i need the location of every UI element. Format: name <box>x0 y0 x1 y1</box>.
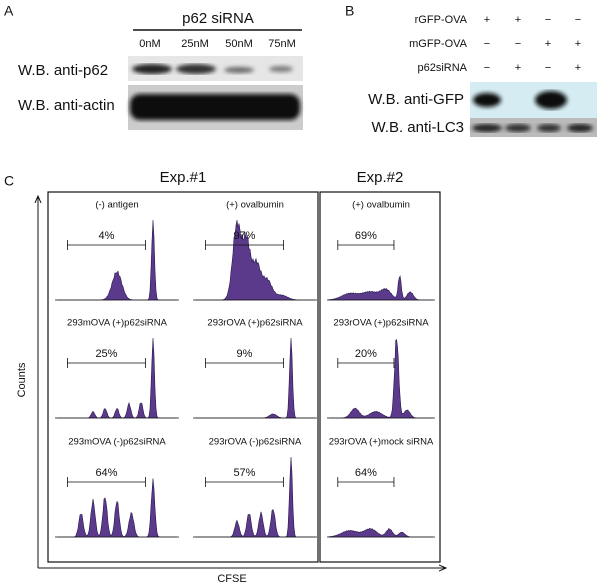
gate-label: 97% <box>233 230 255 242</box>
histogram <box>57 478 177 538</box>
condition-sign: − <box>484 38 490 50</box>
histogram <box>328 527 433 538</box>
condition-sign: − <box>575 14 581 26</box>
gate <box>337 358 395 368</box>
histogram <box>328 275 433 301</box>
lane-label: 25nM <box>181 38 209 50</box>
condition-sign: + <box>545 38 551 50</box>
condition-sign: + <box>575 38 581 50</box>
gate-label: 25% <box>95 348 117 360</box>
bands <box>132 64 293 74</box>
histogram <box>329 338 433 419</box>
experiment-title: Exp.#1 <box>160 169 207 186</box>
gate <box>67 240 146 250</box>
gate-label: 20% <box>355 348 377 360</box>
gate <box>67 358 146 368</box>
histogram-title: 293rOVA (+)mock siRNA <box>329 437 434 448</box>
panel-label: A <box>4 3 14 19</box>
histogram-title: (-) antigen <box>95 200 138 211</box>
histogram-title: 293mOVA (-)p62siRNA <box>68 437 166 448</box>
condition-sign: − <box>515 38 521 50</box>
gate-label: 69% <box>355 230 377 242</box>
gate-label: 9% <box>237 348 253 360</box>
bands <box>473 91 567 109</box>
condition-label: rGFP-OVA <box>415 14 468 26</box>
lane-label: 50nM <box>225 38 253 50</box>
condition-sign: + <box>484 14 490 26</box>
histogram-title: 293mOVA (+)p62siRNA <box>67 318 168 329</box>
blot-header: p62 siRNA <box>182 10 254 27</box>
gate <box>205 477 284 487</box>
condition-label: mGFP-OVA <box>409 38 468 50</box>
histogram-title: 293rOVA (+)p62siRNA <box>333 318 429 329</box>
y-axis-label: Counts <box>16 362 28 397</box>
condition-sign: + <box>515 62 521 74</box>
histogram <box>195 337 315 419</box>
bands <box>472 124 593 132</box>
histograms: Exp.#1 (-) antigen 4% (+) ovalbumin 97% 293mO… <box>47 169 441 563</box>
condition-sign: + <box>575 62 581 74</box>
histogram-title: (+) ovalbumin <box>352 200 410 211</box>
panel-label: B <box>345 3 354 19</box>
gate <box>337 477 395 487</box>
lane-label: 75nM <box>268 38 296 50</box>
gate-label: 64% <box>355 467 377 479</box>
experiment-box <box>319 191 441 563</box>
experiment-box <box>47 191 319 563</box>
condition-sign: − <box>545 14 551 26</box>
bands <box>130 94 300 120</box>
histogram <box>57 219 177 301</box>
experiment-title: Exp.#2 <box>357 169 404 186</box>
row-label: W.B. anti-LC3 <box>371 119 464 136</box>
row-label: W.B. anti-actin <box>18 97 115 114</box>
condition-sign: − <box>484 62 490 74</box>
gate <box>337 240 395 250</box>
gate-label: 64% <box>95 467 117 479</box>
conditions: rGFP-OVA + + − − mGFP-OVA − − + + p62siRNA − + − + <box>409 14 581 74</box>
row-label: W.B. anti-GFP <box>368 91 464 108</box>
condition-label: p62siRNA <box>417 62 467 74</box>
row-label: W.B. anti-p62 <box>18 62 108 79</box>
gate <box>67 477 146 487</box>
gate-label: 57% <box>233 467 255 479</box>
histogram-title: (+) ovalbumin <box>226 200 284 211</box>
histogram-title: 293rOVA (-)p62siRNA <box>209 437 302 448</box>
panel-label: C <box>4 173 14 189</box>
histogram-title: 293rOVA (+)p62siRNA <box>207 318 303 329</box>
blot <box>470 118 597 137</box>
condition-sign: − <box>545 62 551 74</box>
x-axis-label: CFSE <box>217 573 246 585</box>
gate-label: 4% <box>99 230 115 242</box>
gate <box>205 240 284 250</box>
gate <box>205 358 284 368</box>
lane-label: 0nM <box>139 38 160 50</box>
condition-sign: + <box>515 14 521 26</box>
